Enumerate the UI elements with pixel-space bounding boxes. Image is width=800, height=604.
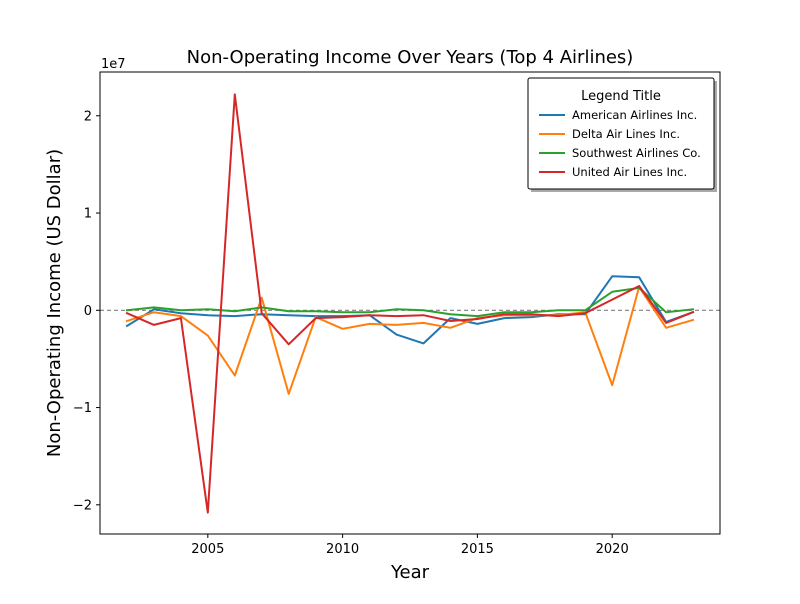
- legend-box: [527, 77, 715, 190]
- plot-area-frame: [99, 71, 721, 535]
- x-tick-label: 2010: [326, 542, 359, 557]
- legend-entry-label: Southwest Airlines Co.: [572, 146, 701, 160]
- y-tick-label: −2: [73, 498, 92, 513]
- legend-items: American Airlines Inc. Delta Air Lines In…: [539, 108, 701, 179]
- y-tick-label: 1: [84, 207, 92, 222]
- y-axis-offset-label: 1e7: [101, 57, 126, 72]
- x-tick-label: 2020: [596, 542, 629, 557]
- y-tick-label: 0: [84, 304, 92, 319]
- chart-title: Non-Operating Income Over Years (Top 4 A…: [187, 47, 634, 68]
- x-axis: 2005 2010 2015 2020: [191, 534, 629, 557]
- legend-entry-label: Delta Air Lines Inc.: [572, 127, 680, 141]
- series-line-3: [125, 93, 695, 514]
- y-tick-label: 2: [84, 109, 92, 124]
- legend-entry-label: United Air Lines Inc.: [572, 165, 687, 179]
- x-tick-label: 2005: [191, 542, 224, 557]
- y-axis-label: Non-Operating Income (US Dollar): [44, 149, 65, 457]
- legend-title: Legend Title: [581, 89, 661, 104]
- x-axis-label: Year: [390, 562, 430, 583]
- x-tick-label: 2015: [461, 542, 494, 557]
- legend: Legend Title American Airlines Inc. Delta…: [527, 77, 717, 192]
- series-layer: [125, 93, 695, 514]
- y-axis: −2 −1 0 1 2: [73, 109, 100, 513]
- legend-entry-label: American Airlines Inc.: [572, 108, 697, 122]
- y-tick-label: −1: [73, 401, 92, 416]
- series-line-1: [125, 286, 695, 395]
